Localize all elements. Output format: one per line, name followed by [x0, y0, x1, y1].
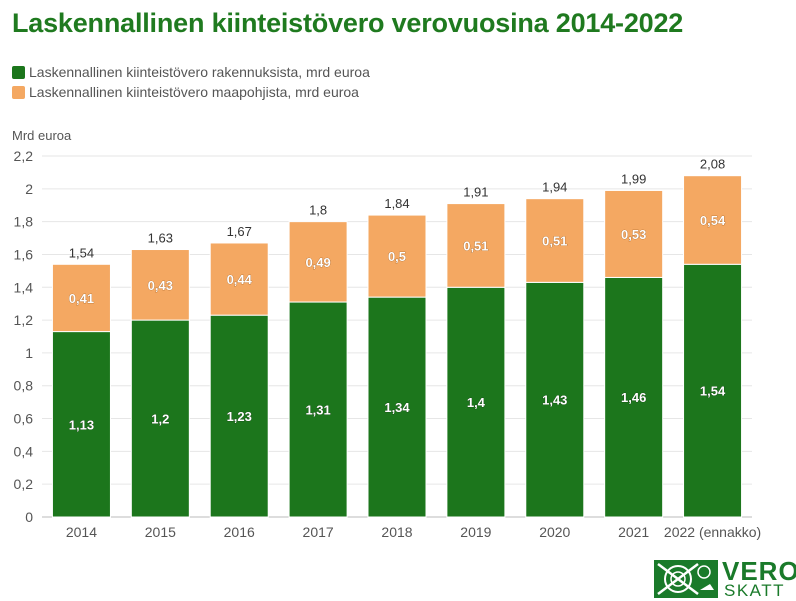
x-tick-label: 2014: [66, 524, 97, 540]
x-tick-label: 2016: [224, 524, 255, 540]
data-label-buildings: 1,43: [542, 393, 567, 408]
bar-segment-buildings: [51, 331, 111, 518]
bar-segment-land: [525, 198, 585, 283]
bar-segment-land: [288, 221, 348, 303]
y-tick-label: 1: [25, 345, 33, 361]
bar-segment-land: [209, 242, 269, 316]
y-tick-label: 0,2: [14, 476, 34, 492]
data-label-land: 0,49: [305, 255, 330, 270]
data-label-land: 0,54: [700, 213, 726, 228]
bar-segment-buildings: [604, 276, 664, 518]
total-label: 2,08: [700, 157, 725, 172]
stacked-bar-chart: Mrd euroa 0 0,2 0,4 0,6 0,8 1 1,2 1,4 1,6 1,8 2 2,2 1…: [12, 128, 761, 540]
y-tick-label: 0,4: [14, 443, 34, 459]
total-label: 1,54: [69, 245, 94, 260]
x-tick-label: 2022 (ennakko): [664, 524, 761, 540]
x-tick-label: 2021: [618, 524, 649, 540]
total-label: 1,91: [463, 185, 488, 200]
bar-segment-land: [367, 214, 427, 298]
data-label-land: 0,44: [227, 272, 253, 287]
data-label-buildings: 1,13: [69, 417, 94, 432]
y-tick-label: 2,2: [14, 148, 34, 164]
bar-segment-buildings: [525, 281, 585, 518]
data-label-land: 0,53: [621, 227, 646, 242]
bar-segment-land: [446, 203, 506, 288]
x-tick-label: 2019: [460, 524, 491, 540]
data-label-buildings: 1,54: [700, 384, 726, 399]
legend-swatch-land: [12, 86, 25, 99]
legend-label-buildings: Laskennallinen kiinteistövero rakennuksi…: [29, 64, 370, 80]
chart-title: Laskennallinen kiinteistövero verovuosin…: [12, 8, 684, 38]
data-label-buildings: 1,2: [151, 412, 169, 427]
data-label-buildings: 1,4: [467, 395, 486, 410]
data-label-land: 0,41: [69, 291, 94, 306]
total-label: 1,8: [309, 203, 327, 218]
bar-segment-land: [683, 175, 743, 265]
data-label-land: 0,43: [148, 278, 173, 293]
bar-segment-land: [130, 249, 190, 321]
total-label: 1,99: [621, 171, 646, 186]
bar-segment-land: [51, 263, 111, 333]
data-label-land: 0,5: [388, 249, 406, 264]
data-label-buildings: 1,34: [384, 400, 410, 415]
y-tick-label: 1,8: [14, 214, 34, 230]
x-tick-label: 2020: [539, 524, 570, 540]
y-axis-title: Mrd euroa: [12, 128, 72, 143]
data-label-land: 0,51: [542, 234, 567, 249]
total-label: 1,94: [542, 180, 567, 195]
bar-segment-buildings: [130, 319, 190, 518]
bar-segment-buildings: [446, 286, 506, 518]
logo-emblem-icon: [654, 560, 718, 598]
logo-text-vero: VERO: [722, 556, 796, 586]
y-tick-label: 1,2: [14, 312, 34, 328]
total-label: 1,63: [148, 231, 173, 246]
y-tick-label: 0,6: [14, 411, 34, 427]
y-tick-label: 0: [25, 509, 33, 525]
legend-swatch-buildings: [12, 66, 25, 79]
y-tick-label: 1,4: [14, 279, 34, 295]
data-label-buildings: 1,23: [227, 409, 252, 424]
legend-item-land: Laskennallinen kiinteistövero maapohjist…: [12, 84, 359, 100]
bar-segment-land: [604, 189, 664, 278]
y-tick-label: 2: [25, 181, 33, 197]
total-label: 1,84: [384, 196, 409, 211]
vero-skatt-logo: VERO SKATT: [654, 556, 796, 600]
x-tick-label: 2015: [145, 524, 176, 540]
bar-segment-buildings: [288, 301, 348, 518]
bar-segment-buildings: [209, 314, 269, 518]
legend-label-land: Laskennallinen kiinteistövero maapohjist…: [29, 84, 359, 100]
logo-text-skatt: SKATT: [724, 581, 786, 600]
legend-item-buildings: Laskennallinen kiinteistövero rakennuksi…: [12, 64, 370, 80]
total-label: 1,67: [227, 224, 252, 239]
x-tick-label: 2018: [381, 524, 412, 540]
y-tick-label: 1,6: [14, 246, 34, 262]
y-tick-label: 0,8: [14, 378, 34, 394]
x-tick-label: 2017: [303, 524, 334, 540]
data-label-buildings: 1,31: [305, 403, 330, 418]
data-label-buildings: 1,46: [621, 390, 646, 405]
data-label-land: 0,51: [463, 238, 488, 253]
